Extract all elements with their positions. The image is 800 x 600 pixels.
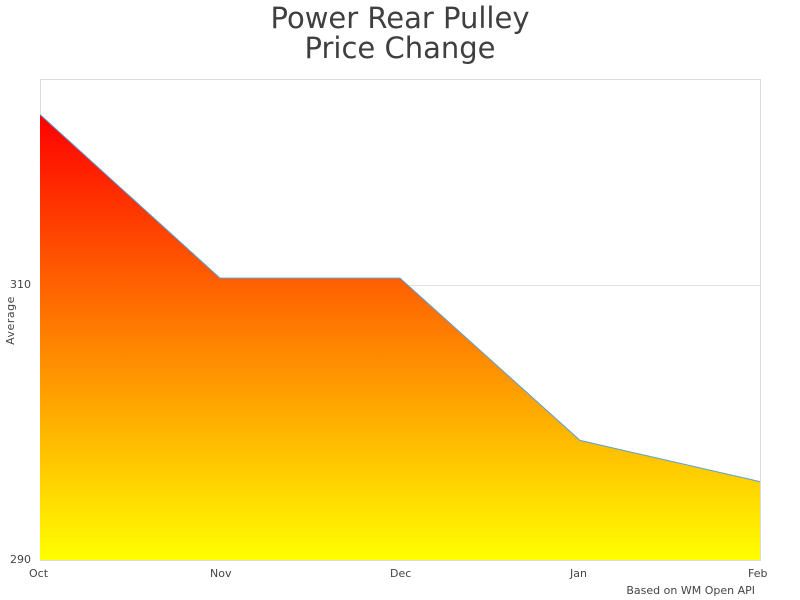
y-tick-label: 290 [10, 553, 31, 566]
chart-title-line-2: Price Change [304, 31, 496, 65]
line-series-average [39, 114, 761, 483]
y-axis-label: Average [3, 296, 17, 345]
x-tick-label: Jan [570, 567, 587, 580]
y-tick-label: 310 [10, 278, 31, 291]
chart-title-line-1: Power Rear Pulley [270, 1, 530, 35]
x-tick-label: Dec [390, 567, 412, 580]
chart-title: Power Rear Pulley Price Change [0, 0, 800, 63]
x-tick-label: Nov [210, 567, 232, 580]
x-tick-label: Feb [748, 567, 768, 580]
area-series-average [40, 114, 760, 560]
credit-text: Based on WM Open API [626, 584, 755, 597]
x-tick-label: Oct [29, 567, 49, 580]
